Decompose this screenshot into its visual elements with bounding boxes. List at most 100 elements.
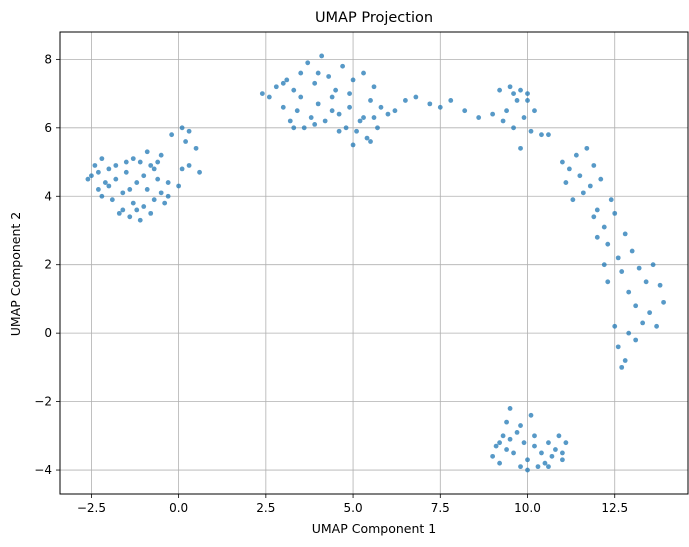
scatter-point <box>102 180 108 185</box>
y-tick-label: 2 <box>44 258 52 272</box>
scatter-point <box>315 70 321 76</box>
scatter-point <box>591 214 597 220</box>
scatter-point <box>539 132 544 138</box>
scatter-point <box>319 53 325 59</box>
gridlines <box>60 32 688 494</box>
scatter-point <box>89 173 94 179</box>
scatter-point <box>371 115 377 120</box>
scatter-point <box>350 142 356 148</box>
scatter-point <box>573 152 579 158</box>
scatter-point <box>284 77 290 83</box>
scatter-point <box>106 166 112 172</box>
scatter-point <box>357 118 363 124</box>
scatter-point <box>375 125 380 131</box>
scatter-point <box>490 111 496 117</box>
scatter-point <box>259 91 265 96</box>
scatter-point <box>437 104 443 110</box>
x-axis-ticks: −2.5 0.0 2.5 5.0 7.5 10.0 12.5 <box>77 494 628 515</box>
y-tick-label: 0 <box>44 326 52 340</box>
scatter-point <box>514 430 520 435</box>
scatter-point <box>378 104 384 110</box>
scatter-point <box>497 460 502 466</box>
scatter-point <box>556 433 562 439</box>
scatter-point <box>622 231 628 237</box>
scatter-point <box>298 94 304 100</box>
scatter-point <box>336 111 342 117</box>
scatter-point <box>308 115 314 120</box>
scatter-point <box>448 98 454 103</box>
scatter-point <box>347 91 352 96</box>
chart-title: UMAP Projection <box>315 10 433 26</box>
scatter-point <box>197 169 202 175</box>
scatter-point <box>570 197 576 203</box>
scatter-point <box>626 289 632 295</box>
scatter-point <box>560 450 565 456</box>
scatter-point <box>298 70 304 76</box>
scatter-point <box>643 279 649 285</box>
scatter-point <box>542 460 548 466</box>
scatter-point <box>155 176 161 182</box>
scatter-point <box>490 453 496 459</box>
scatter-point <box>535 464 541 470</box>
scatter-point <box>85 176 91 182</box>
scatter-point <box>528 128 534 134</box>
y-tick-label: 8 <box>44 52 52 66</box>
scatter-point <box>364 135 370 141</box>
scatter-point <box>291 125 297 131</box>
data-points <box>85 53 666 473</box>
scatter-point <box>99 193 105 199</box>
scatter-point <box>343 125 349 131</box>
x-tick-label: 5.0 <box>344 501 363 515</box>
scatter-point <box>340 63 345 69</box>
scatter-point <box>336 128 342 134</box>
scatter-point <box>137 217 143 223</box>
scatter-point <box>113 163 119 168</box>
scatter-point <box>528 412 534 418</box>
scatter-point <box>549 453 555 459</box>
x-axis-label: UMAP Component 1 <box>312 521 437 536</box>
scatter-point <box>532 108 537 114</box>
scatter-point <box>144 149 150 155</box>
scatter-point <box>134 207 140 213</box>
scatter-point <box>113 176 119 182</box>
scatter-point <box>598 176 604 182</box>
scatter-point <box>123 159 129 165</box>
scatter-point <box>560 457 565 463</box>
scatter-point <box>514 98 520 103</box>
scatter-point <box>144 187 150 192</box>
scatter-point <box>127 187 133 192</box>
scatter-point <box>546 132 551 138</box>
scatter-point <box>539 450 544 456</box>
y-tick-label: −2 <box>34 395 52 409</box>
scatter-point <box>507 84 513 90</box>
scatter-point <box>626 330 632 336</box>
scatter-point <box>497 440 502 446</box>
scatter-point <box>601 262 607 268</box>
scatter-point <box>291 87 297 93</box>
scatter-point <box>532 443 537 449</box>
scatter-point <box>608 197 614 203</box>
scatter-point <box>504 447 509 452</box>
scatter-point <box>305 60 311 66</box>
scatter-point <box>109 197 115 203</box>
scatter-point <box>511 125 516 131</box>
scatter-point <box>493 443 499 449</box>
scatter-point <box>95 187 101 192</box>
scatter-point <box>130 200 136 206</box>
scatter-point <box>273 84 279 90</box>
scatter-point <box>511 450 516 456</box>
scatter-point <box>95 169 101 175</box>
x-tick-label: −2.5 <box>77 501 106 515</box>
scatter-point <box>158 190 164 196</box>
scatter-point <box>134 180 140 185</box>
scatter-point <box>165 193 171 199</box>
scatter-point <box>120 190 126 196</box>
scatter-point <box>518 423 523 428</box>
x-tick-label: 10.0 <box>514 501 541 515</box>
x-tick-label: 0.0 <box>169 501 188 515</box>
scatter-point <box>633 303 639 309</box>
scatter-point <box>322 118 328 124</box>
scatter-point <box>584 145 590 151</box>
scatter-point <box>601 224 607 230</box>
scatter-point <box>92 163 98 168</box>
